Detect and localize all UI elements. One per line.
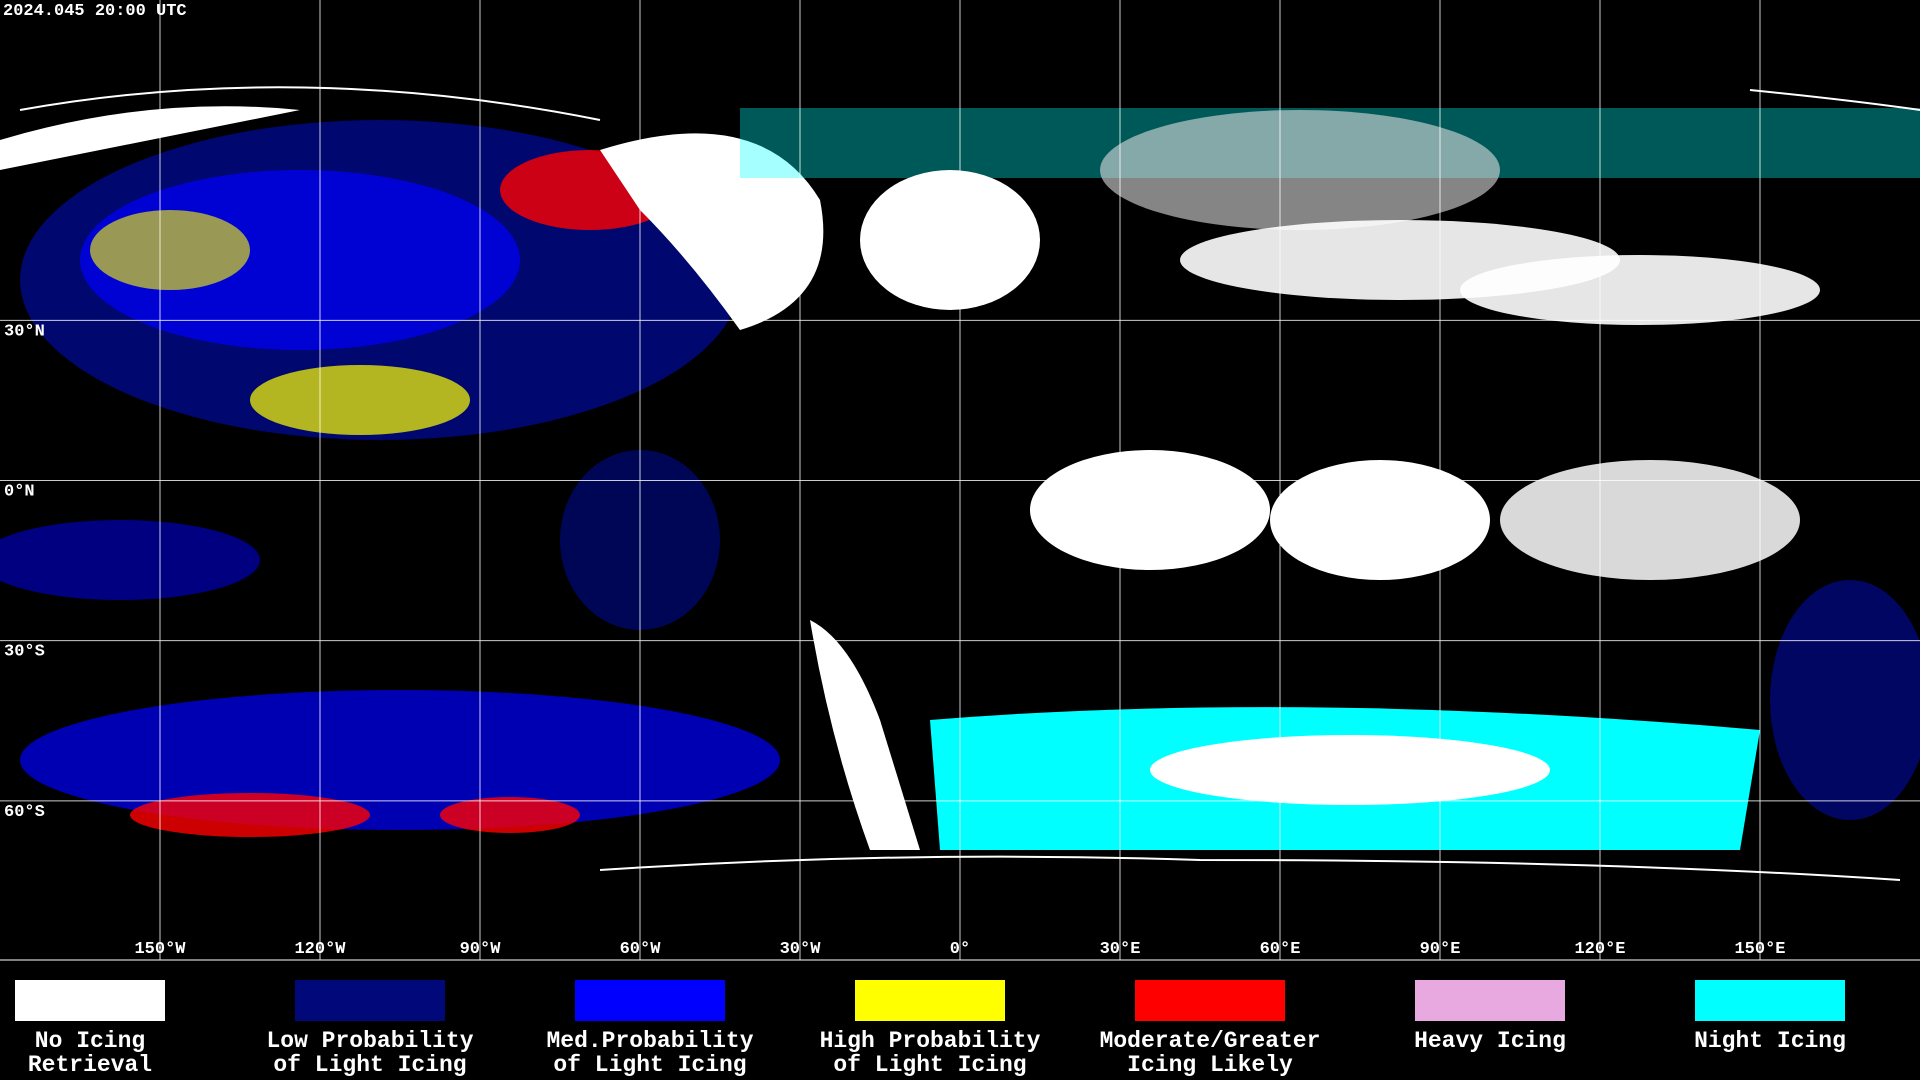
- no-icing-region: [1030, 450, 1270, 570]
- legend-label: of Light Icing: [553, 1052, 746, 1078]
- legend-label: High Probability: [820, 1028, 1041, 1054]
- no-icing-region: [1150, 735, 1550, 805]
- latitude-label: 0°N: [4, 483, 35, 502]
- no-icing-region: [600, 133, 824, 330]
- latitude-label: 60°S: [4, 803, 45, 822]
- legend-label: Night Icing: [1694, 1028, 1846, 1054]
- legend-label: Heavy Icing: [1414, 1028, 1566, 1054]
- legend-label: Icing Likely: [1127, 1052, 1293, 1078]
- legend-swatch: [1415, 980, 1565, 1021]
- longitude-label: 60°W: [620, 940, 662, 959]
- legend-label: of Light Icing: [833, 1052, 1026, 1078]
- moderate-icing-region: [440, 797, 580, 833]
- legend-label: Retrieval: [28, 1052, 152, 1078]
- legend-label: Low Probability: [266, 1028, 473, 1054]
- no-icing-region: [0, 106, 300, 170]
- med-icing-region: [0, 520, 260, 600]
- legend-swatch: [1135, 980, 1285, 1021]
- no-icing-region: [1460, 255, 1820, 325]
- moderate-icing-region: [130, 793, 370, 837]
- no-icing-region: [1500, 460, 1800, 580]
- legend-swatch: [855, 980, 1005, 1021]
- med-icing-region: [20, 690, 780, 830]
- longitude-label: 90°W: [460, 940, 502, 959]
- longitude-label: 150°E: [1734, 940, 1785, 959]
- timestamp: 2024.045 20:00 UTC: [3, 2, 187, 21]
- legend-label: of Light Icing: [273, 1052, 466, 1078]
- no-icing-region: [1100, 110, 1500, 230]
- legend-swatch: [295, 980, 445, 1021]
- longitude-label: 0°: [950, 940, 970, 959]
- longitude-label: 60°E: [1260, 940, 1301, 959]
- longitude-label: 120°W: [294, 940, 346, 959]
- legend-swatch: [1695, 980, 1845, 1021]
- latitude-label: 30°N: [4, 322, 45, 341]
- longitude-label: 90°E: [1420, 940, 1461, 959]
- legend-swatch: [15, 980, 165, 1021]
- high-icing-region: [90, 210, 250, 290]
- longitude-label: 30°W: [780, 940, 822, 959]
- coastline: [19, 86, 1920, 121]
- no-icing-region: [860, 170, 1040, 310]
- longitude-label: 30°E: [1100, 940, 1141, 959]
- no-icing-region: [1270, 460, 1490, 580]
- no-icing-region: [810, 620, 920, 850]
- legend-label: Moderate/Greater: [1100, 1028, 1321, 1054]
- latitude-label: 30°S: [4, 643, 45, 662]
- legend-swatch: [575, 980, 725, 1021]
- high-icing-region: [250, 365, 470, 435]
- low-icing-region: [1770, 580, 1920, 820]
- legend-label: No Icing: [35, 1028, 145, 1054]
- longitude-label: 150°W: [134, 940, 186, 959]
- legend-label: Med.Probability: [546, 1028, 753, 1054]
- longitude-label: 120°E: [1574, 940, 1625, 959]
